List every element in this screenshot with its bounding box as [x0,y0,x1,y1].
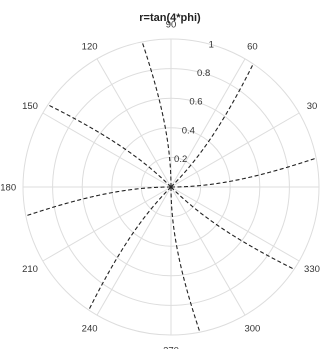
angle-tick-label: 270 [163,345,179,349]
angle-spoke-150 [42,112,172,188]
polar-curve [25,41,317,333]
radial-tick-label: 0.2 [174,154,187,165]
radial-tick-label: 0.4 [182,125,195,136]
angle-tick-label: 30 [307,101,318,112]
angle-tick-label: 120 [82,42,98,53]
radial-tick-label: 0.6 [189,97,202,108]
angle-tick-label: 90 [166,20,177,31]
curve-series-line [25,41,317,333]
angle-spoke-60 [170,58,246,188]
angle-spoke-210 [42,186,172,262]
polar-grid [22,38,320,336]
angle-tick-label: 60 [247,42,258,53]
angle-spoke-330 [170,186,300,262]
angle-tick-label: 180 [0,183,16,194]
angle-spoke-120 [96,58,172,188]
chart-title: r=tan(4*phi) [139,12,201,24]
angle-spoke-30 [170,112,300,188]
angle-tick-label: 300 [244,323,260,334]
angle-spoke-300 [170,186,246,316]
angle-spoke-240 [96,186,172,316]
radial-tick-label: 0.8 [197,68,210,79]
angle-tick-label: 240 [82,323,98,334]
angle-tick-label: 330 [304,264,320,275]
radial-tick-label: 1 [209,40,214,51]
angle-tick-label: 210 [22,264,38,275]
angle-tick-label: 150 [22,101,38,112]
tick-labels: 03060901201501802102402703003300.20.40.6… [0,20,320,354]
